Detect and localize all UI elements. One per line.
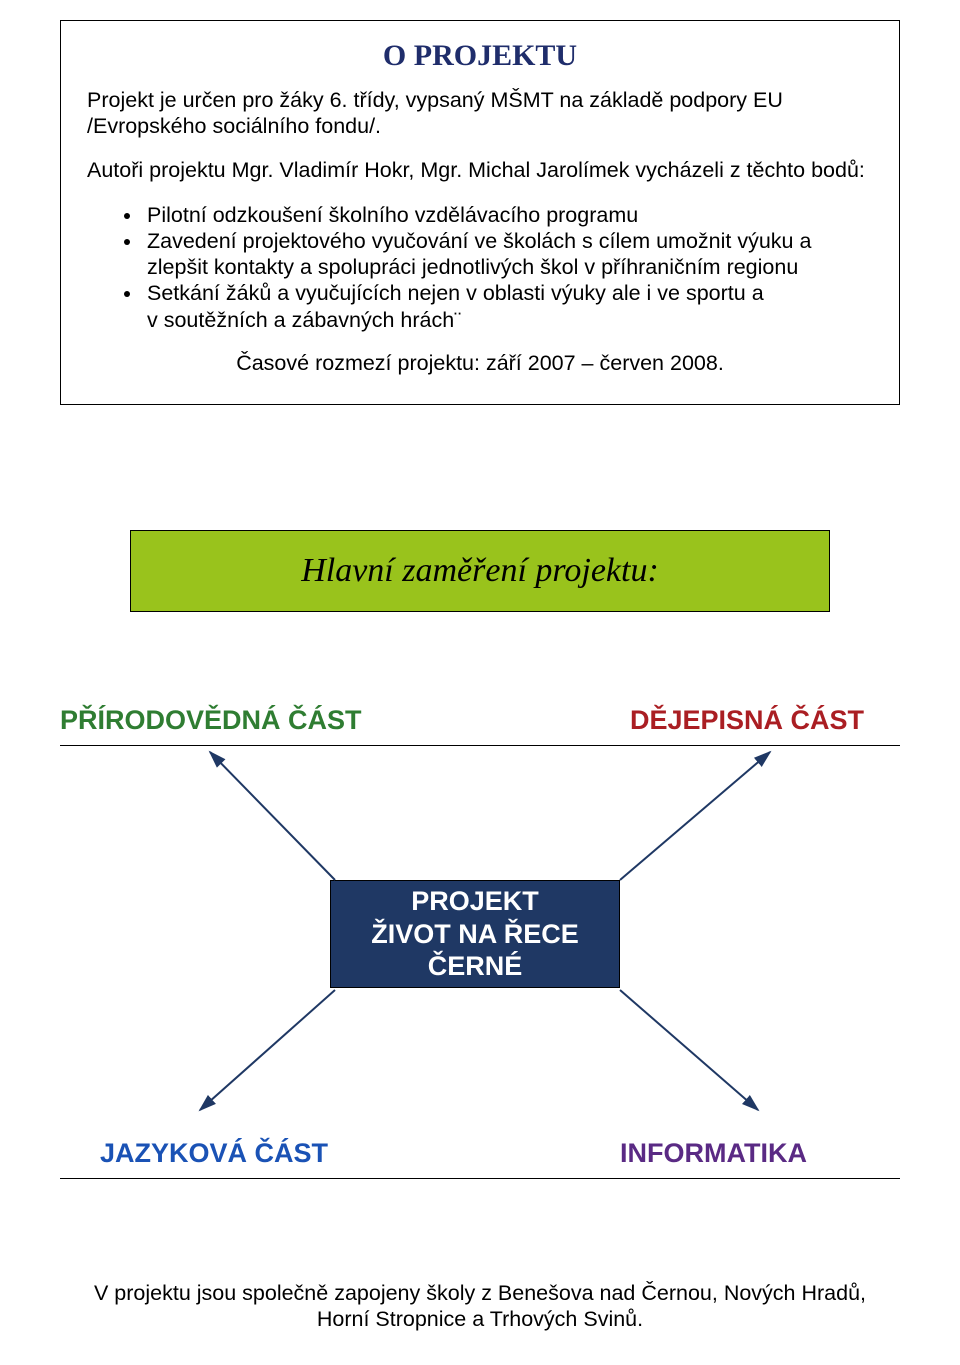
list-item: Zavedení projektového vyučování ve školá… — [143, 228, 873, 280]
timeline-text: Časové rozmezí projektu: září 2007 – čer… — [87, 351, 873, 376]
center-line3: ČERNÉ — [428, 950, 523, 983]
list-item: Pilotní odzkoušení školního vzdělávacího… — [143, 202, 873, 228]
center-line1: PROJEKT — [411, 885, 539, 918]
focus-banner: Hlavní zaměření projektu: — [130, 530, 830, 612]
label-prirodovedna: PŘÍRODOVĚDNÁ ČÁST — [60, 705, 362, 736]
label-jazykova: JAZYKOVÁ ČÁST — [100, 1138, 328, 1169]
divider — [60, 1178, 900, 1179]
focus-banner-text: Hlavní zaměření projektu: — [301, 552, 659, 590]
divider — [60, 745, 900, 746]
authors-paragraph: Autoři projektu Mgr. Vladimír Hokr, Mgr.… — [87, 157, 873, 183]
project-center-box: PROJEKT ŽIVOT NA ŘECE ČERNÉ — [330, 880, 620, 988]
list-item: Setkání žáků a vyučujících nejen v oblas… — [143, 280, 873, 332]
bullet-list: Pilotní odzkoušení školního vzdělávacího… — [143, 202, 873, 333]
info-box: O PROJEKTU Projekt je určen pro žáky 6. … — [60, 20, 900, 405]
center-line2: ŽIVOT NA ŘECE — [371, 918, 579, 951]
page-title: O PROJEKTU — [87, 39, 873, 73]
label-dejepisna: DĚJEPISNÁ ČÁST — [630, 705, 864, 736]
footer-text: V projektu jsou společně zapojeny školy … — [80, 1280, 880, 1332]
intro-paragraph: Projekt je určen pro žáky 6. třídy, vyps… — [87, 87, 873, 139]
label-informatika: INFORMATIKA — [620, 1138, 807, 1169]
